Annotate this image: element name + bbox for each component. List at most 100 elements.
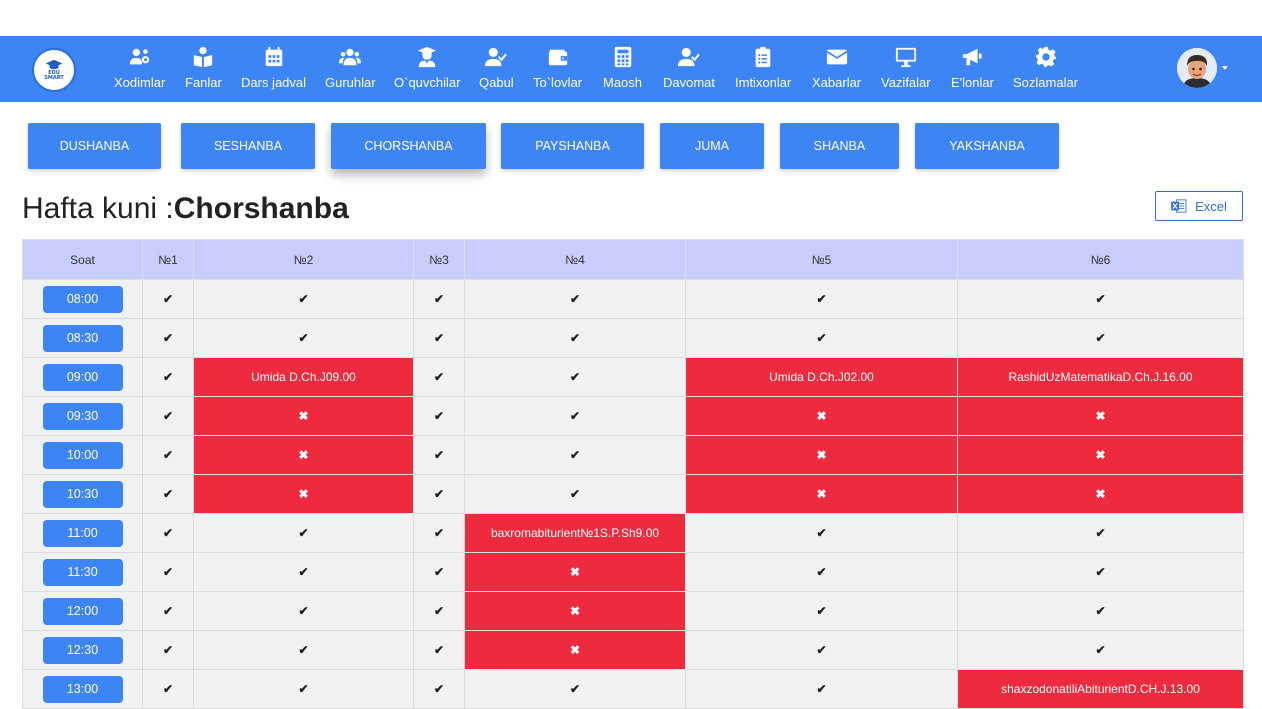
free-cell[interactable]: ✔ [464,357,686,397]
free-cell[interactable]: ✔ [142,318,194,358]
free-cell[interactable]: ✔ [413,513,465,553]
lesson-cell[interactable]: Umida D.Ch.J09.00 [193,357,414,397]
lesson-cell[interactable]: RashidUzMatematikaD.Ch.J.16.00 [957,357,1244,397]
free-cell[interactable]: ✔ [413,630,465,670]
free-cell[interactable]: ✔ [142,279,194,319]
free-cell[interactable]: ✔ [413,435,465,475]
free-cell[interactable]: ✔ [142,513,194,553]
nav-item-fanlar[interactable]: Fanlar [185,46,222,90]
time-slot-button[interactable]: 12:00 [42,597,123,625]
free-cell[interactable]: ✔ [685,630,958,670]
nav-item-tolovlar[interactable]: To`lovlar [533,46,582,90]
occupied-cell[interactable]: ✖ [193,474,414,514]
lesson-cell[interactable]: baxromabiturient№1S.P.Sh9.00 [464,513,686,553]
occupied-cell[interactable]: ✖ [464,552,686,592]
nav-item-xodimlar[interactable]: Xodimlar [114,46,165,90]
free-cell[interactable]: ✔ [193,318,414,358]
nav-item-imtixonlar[interactable]: Imtixonlar [735,46,791,90]
free-cell[interactable]: ✔ [413,396,465,436]
time-slot-button[interactable]: 10:30 [42,480,123,508]
free-cell[interactable]: ✔ [685,591,958,631]
time-slot-button[interactable]: 11:00 [42,519,123,547]
free-cell[interactable]: ✔ [413,318,465,358]
occupied-cell[interactable]: ✖ [957,396,1244,436]
time-slot-button[interactable]: 13:00 [42,675,123,703]
free-cell[interactable]: ✔ [685,279,958,319]
free-cell[interactable]: ✔ [957,318,1244,358]
nav-item-dars-jadval[interactable]: Dars jadval [241,46,306,90]
free-cell[interactable]: ✔ [193,513,414,553]
occupied-cell[interactable]: ✖ [464,630,686,670]
free-cell[interactable]: ✔ [464,669,686,709]
day-button-chorshanba[interactable]: CHORSHANBA [331,123,486,169]
free-cell[interactable]: ✔ [464,435,686,475]
free-cell[interactable]: ✔ [464,396,686,436]
free-cell[interactable]: ✔ [957,513,1244,553]
occupied-cell[interactable]: ✖ [685,435,958,475]
free-cell[interactable]: ✔ [193,591,414,631]
day-button-seshanba[interactable]: SESHANBA [181,123,315,169]
free-cell[interactable]: ✔ [685,552,958,592]
logo[interactable]: EDU SMART [32,48,76,92]
chevron-down-icon[interactable] [1222,66,1228,70]
free-cell[interactable]: ✔ [413,552,465,592]
free-cell[interactable]: ✔ [413,357,465,397]
free-cell[interactable]: ✔ [957,552,1244,592]
occupied-cell[interactable]: ✖ [685,396,958,436]
day-button-juma[interactable]: JUMA [660,123,764,169]
day-button-dushanba[interactable]: DUSHANBA [28,123,161,169]
occupied-cell[interactable]: ✖ [685,474,958,514]
lesson-cell[interactable]: shaxzodonatiliAbiturientD.CH.J.13.00 [957,669,1244,709]
free-cell[interactable]: ✔ [193,630,414,670]
nav-item-guruhlar[interactable]: Guruhlar [325,46,376,90]
time-slot-button[interactable]: 11:30 [42,558,123,586]
free-cell[interactable]: ✔ [193,669,414,709]
occupied-cell[interactable]: ✖ [957,474,1244,514]
free-cell[interactable]: ✔ [957,630,1244,670]
occupied-cell[interactable]: ✖ [464,591,686,631]
nav-item-xabarlar[interactable]: Xabarlar [812,46,861,90]
free-cell[interactable]: ✔ [464,318,686,358]
free-cell[interactable]: ✔ [413,591,465,631]
time-slot-button[interactable]: 10:00 [42,441,123,469]
free-cell[interactable]: ✔ [193,552,414,592]
free-cell[interactable]: ✔ [685,318,958,358]
free-cell[interactable]: ✔ [142,474,194,514]
day-button-payshanba[interactable]: PAYSHANBA [501,123,644,169]
time-slot-button[interactable]: 12:30 [42,636,123,664]
nav-item-maosh[interactable]: Maosh [603,46,642,90]
time-slot-button[interactable]: 09:30 [42,402,123,430]
nav-item-oquvchilar[interactable]: O`quvchilar [394,46,460,90]
lesson-cell[interactable]: Umida D.Ch.J02.00 [685,357,958,397]
occupied-cell[interactable]: ✖ [193,396,414,436]
free-cell[interactable]: ✔ [685,513,958,553]
free-cell[interactable]: ✔ [413,669,465,709]
day-button-shanba[interactable]: SHANBA [780,123,899,169]
time-slot-button[interactable]: 08:00 [42,285,123,313]
free-cell[interactable]: ✔ [142,552,194,592]
occupied-cell[interactable]: ✖ [957,435,1244,475]
free-cell[interactable]: ✔ [464,474,686,514]
free-cell[interactable]: ✔ [142,591,194,631]
time-slot-button[interactable]: 09:00 [42,363,123,391]
avatar[interactable] [1177,48,1217,88]
free-cell[interactable]: ✔ [957,279,1244,319]
free-cell[interactable]: ✔ [193,279,414,319]
day-button-yakshanba[interactable]: YAKSHANBA [915,123,1059,169]
nav-item-vazifalar[interactable]: Vazifalar [881,46,931,90]
free-cell[interactable]: ✔ [413,279,465,319]
free-cell[interactable]: ✔ [413,474,465,514]
free-cell[interactable]: ✔ [464,279,686,319]
free-cell[interactable]: ✔ [142,357,194,397]
free-cell[interactable]: ✔ [685,669,958,709]
nav-item-davomat[interactable]: Davomat [663,46,715,90]
free-cell[interactable]: ✔ [142,630,194,670]
excel-export-button[interactable]: Excel [1155,191,1243,221]
time-slot-button[interactable]: 08:30 [42,324,123,352]
occupied-cell[interactable]: ✖ [193,435,414,475]
nav-item-sozlamalar[interactable]: Sozlamalar [1013,46,1078,90]
free-cell[interactable]: ✔ [142,669,194,709]
free-cell[interactable]: ✔ [142,435,194,475]
nav-item-elonlar[interactable]: E'lonlar [951,46,994,90]
free-cell[interactable]: ✔ [957,591,1244,631]
